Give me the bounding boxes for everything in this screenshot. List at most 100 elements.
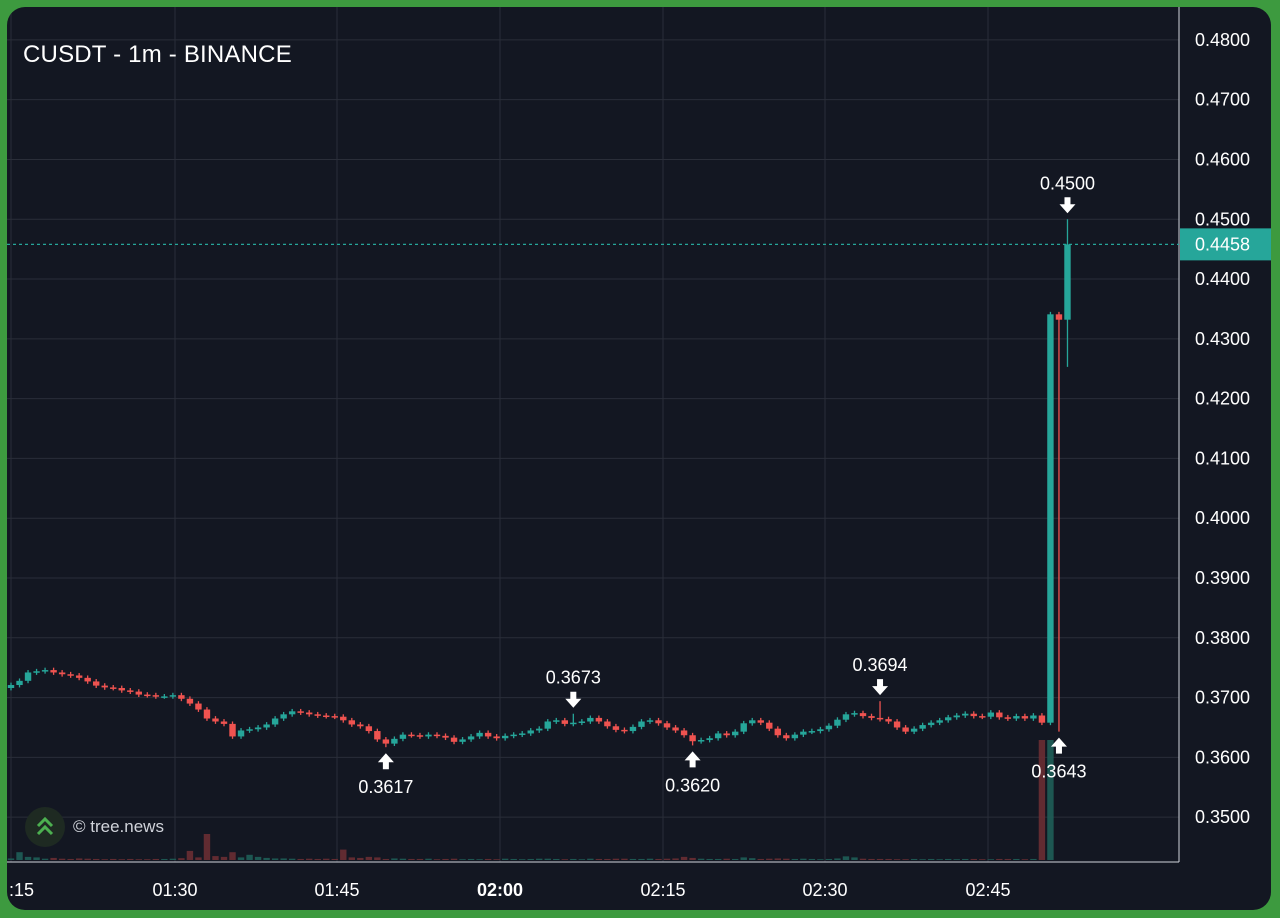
- volume-bar: [203, 834, 211, 860]
- candle-body: [306, 712, 313, 715]
- candle-body: [459, 739, 466, 742]
- candle-body: [67, 674, 74, 676]
- candle-body: [110, 687, 117, 689]
- candle-body: [749, 720, 756, 724]
- volume-bar: [254, 856, 262, 860]
- candle-body: [604, 721, 611, 727]
- candle-body: [288, 711, 296, 715]
- volume-bar: [732, 858, 739, 860]
- volume-bar: [936, 859, 943, 860]
- volume-bar: [740, 857, 747, 860]
- low-price-label: 0.3643: [1031, 762, 1086, 782]
- candle-body: [340, 716, 347, 721]
- volume-bar: [536, 858, 543, 860]
- candle-body: [655, 720, 662, 724]
- candlestick-chart[interactable]: :15 01:30 01:45 02:00 02:15 02:30 02:45 0.3500 0…: [7, 7, 1271, 910]
- candle-body: [1038, 715, 1046, 723]
- volume-bar: [314, 858, 321, 860]
- candle-body: [578, 721, 586, 723]
- volume-bar: [50, 857, 57, 860]
- volume-bar: [1004, 858, 1012, 860]
- volume-bar: [348, 857, 355, 860]
- volume-bar: [791, 858, 799, 860]
- candle-body: [919, 725, 926, 729]
- volume-bar: [476, 859, 483, 860]
- candle-body: [868, 716, 875, 718]
- candle-body: [1047, 314, 1054, 723]
- candle-body: [433, 734, 441, 737]
- candle-body: [1055, 314, 1063, 320]
- volume-bar: [800, 858, 807, 860]
- volume-bar: [604, 858, 611, 860]
- volume-bar: [1038, 740, 1046, 860]
- volume-bar: [1013, 858, 1020, 860]
- candle-body: [808, 731, 816, 733]
- candle-body: [178, 695, 185, 699]
- volume-bar: [288, 858, 296, 860]
- volume-bar: [399, 858, 407, 860]
- volume-bar: [1047, 740, 1054, 860]
- candle-body: [101, 685, 108, 688]
- candle-body: [144, 694, 151, 697]
- volume-bar: [459, 859, 466, 860]
- candle-body: [791, 734, 799, 739]
- volume-bar: [493, 859, 500, 860]
- candle-body: [1021, 716, 1029, 719]
- volume-bar: [161, 858, 168, 860]
- candle-body: [75, 675, 83, 678]
- x-tick-label: 02:00: [477, 880, 523, 900]
- volume-bar: [433, 859, 441, 860]
- x-tick-label: :15: [9, 880, 34, 900]
- volume-bar: [663, 858, 671, 860]
- candle-body: [714, 733, 722, 739]
- candle-body: [24, 672, 32, 681]
- arrow-up-icon: [377, 753, 394, 770]
- candle-body: [212, 718, 219, 722]
- volume-bar: [229, 852, 236, 860]
- candle-body: [484, 732, 492, 737]
- volume-bar: [979, 859, 986, 860]
- volume-bar: [84, 858, 91, 860]
- candle-body: [33, 671, 40, 673]
- candle-body: [689, 735, 696, 742]
- volume-bar: [391, 858, 398, 860]
- volume-bar: [953, 859, 960, 860]
- high-price-label: 0.3694: [853, 655, 908, 675]
- volume-bar: [24, 856, 32, 860]
- candle-body: [84, 677, 91, 682]
- candle-body: [450, 737, 458, 742]
- volume-bar: [382, 858, 390, 860]
- tree-news-logo-icon: [25, 807, 65, 847]
- y-tick-label: 0.4600: [1195, 149, 1250, 169]
- volume-bar: [868, 858, 875, 860]
- candle-body: [646, 720, 654, 722]
- candle-body: [323, 715, 330, 718]
- candle-body: [697, 740, 705, 742]
- candle-body: [399, 734, 407, 739]
- volume-bar: [340, 849, 347, 860]
- volume-bar: [501, 858, 509, 860]
- candle-body: [757, 720, 764, 723]
- volume-bar: [178, 858, 185, 860]
- candle-body: [859, 713, 867, 717]
- y-tick-label: 0.3500: [1195, 807, 1250, 827]
- candle-body: [118, 688, 125, 691]
- candle-body: [297, 711, 304, 713]
- candle-body: [945, 717, 952, 721]
- y-tick-label: 0.3600: [1195, 747, 1250, 767]
- volume-bar: [842, 856, 850, 860]
- candle-body: [1013, 716, 1020, 719]
- candle-body: [1030, 715, 1037, 719]
- candle-body: [169, 695, 177, 697]
- volume-bar: [859, 858, 867, 860]
- x-tick-label: 01:30: [152, 880, 197, 900]
- candle-body: [391, 738, 398, 744]
- volume-bar: [297, 858, 304, 860]
- candle-body: [561, 720, 568, 724]
- low-price-label: 0.3617: [358, 777, 413, 797]
- volume-bar: [152, 858, 160, 860]
- volume-bar: [144, 859, 151, 860]
- candle-body: [152, 695, 160, 697]
- candle-body: [365, 726, 373, 732]
- volume-bar: [885, 858, 892, 860]
